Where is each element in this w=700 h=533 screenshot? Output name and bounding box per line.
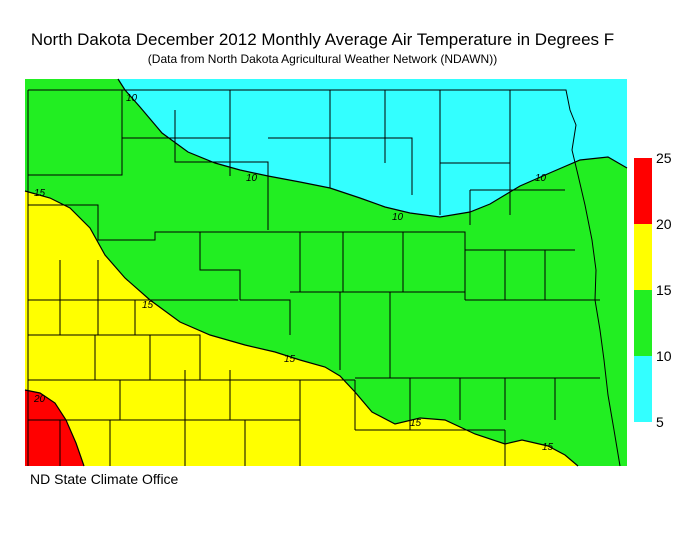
contour-label: 15 [142,300,154,311]
contour-label: 15 [34,188,46,199]
contour-label-group: 10 10 10 10 15 15 15 15 15 20 [33,93,554,453]
legend: 25 20 15 10 5 [634,150,672,430]
legend-swatch-10-15 [634,290,652,356]
legend-tick-label: 5 [656,414,664,430]
map-subtitle: (Data from North Dakota Agricultural Wea… [147,52,498,66]
contour-label: 10 [126,93,138,104]
contour-label: 10 [535,173,547,184]
contour-line-20 [24,389,85,467]
contour-label: 15 [410,418,422,429]
zone-below-10 [118,79,627,217]
county-boundaries [27,89,621,467]
zone-20-25 [25,390,84,466]
contour-label: 10 [246,173,258,184]
county-lines-central [28,204,600,378]
zone-15-20 [25,191,578,466]
contour-label: 10 [392,212,404,223]
state-outline [28,89,621,467]
legend-tick-label: 15 [656,282,672,298]
map-title: North Dakota December 2012 Monthly Avera… [30,30,615,49]
county-lines-south [27,260,600,466]
credit-text: ND State Climate Office [30,471,179,487]
legend-tick-label: 20 [656,216,672,232]
contour-line-10 [117,78,628,218]
legend-swatch-15-20 [634,224,652,290]
contour-label: 15 [542,442,554,453]
legend-tick-label: 10 [656,348,672,364]
legend-swatch-5-10 [634,356,652,422]
legend-swatch-20-25 [634,158,652,224]
legend-tick-label: 25 [656,150,672,166]
contour-label: 15 [284,354,296,365]
contour-label: 20 [33,394,46,405]
county-lines-north [27,90,565,466]
